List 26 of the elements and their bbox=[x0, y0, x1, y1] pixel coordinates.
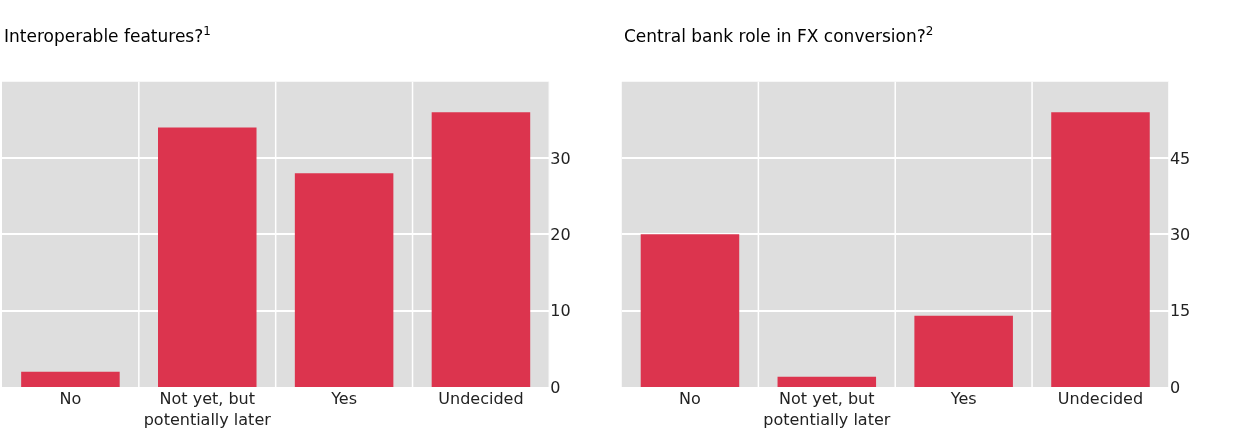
x-tick-label: Not yet, but potentially later bbox=[763, 389, 891, 429]
bar bbox=[158, 127, 257, 387]
bar bbox=[777, 376, 877, 387]
y-tick-label: 30 bbox=[550, 148, 571, 168]
x-tick-label: Not yet, but potentially later bbox=[143, 389, 272, 429]
y-tick-label: 0 bbox=[550, 377, 561, 397]
y-tick-label: 30 bbox=[1169, 224, 1191, 244]
bar bbox=[431, 112, 531, 387]
x-tick-label: Undecided bbox=[1057, 389, 1144, 408]
chart-title: Interoperable features?$^{1}$ bbox=[4, 24, 211, 47]
x-tick-label: Undecided bbox=[438, 389, 524, 408]
y-tick-label: 0 bbox=[1169, 377, 1181, 397]
x-tick-label: Yes bbox=[949, 389, 977, 408]
y-tick-label: 10 bbox=[550, 301, 571, 321]
bar bbox=[1051, 112, 1150, 387]
x-tick-label: Yes bbox=[330, 389, 358, 408]
x-tick-label: No bbox=[59, 389, 82, 408]
bar bbox=[640, 234, 740, 387]
x-tick-label: No bbox=[679, 389, 701, 408]
bar bbox=[914, 315, 1013, 387]
bar bbox=[294, 173, 394, 387]
y-tick-label: 20 bbox=[550, 224, 571, 244]
y-tick-label: 45 bbox=[1169, 148, 1191, 168]
bar bbox=[21, 371, 120, 387]
chart-title: Central bank role in FX conversion?$^{2}$ bbox=[624, 24, 934, 47]
y-tick-label: 15 bbox=[1169, 301, 1191, 321]
